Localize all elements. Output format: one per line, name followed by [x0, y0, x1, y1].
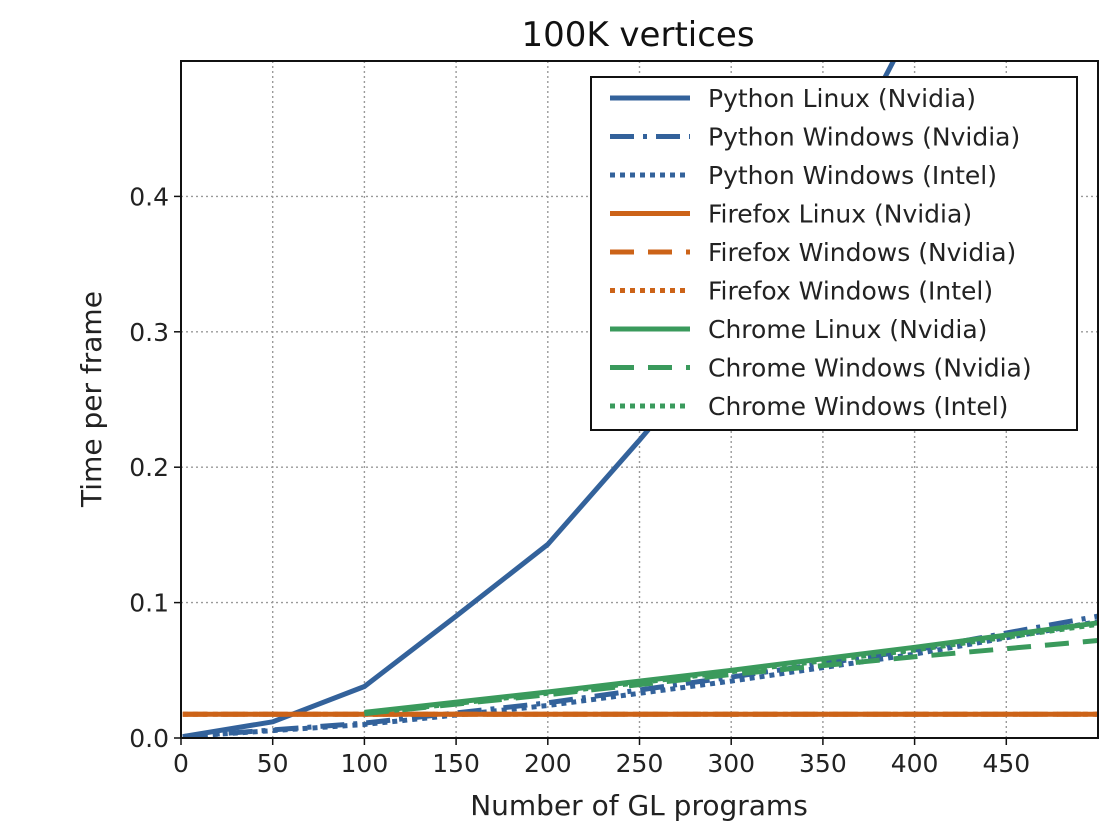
axis-ticks: 0 50 100 150 200 250 300 350 400 450 0.0 0.1 0.2 0.3 0… — [129, 182, 1030, 778]
y-tick-label: 0.2 — [129, 453, 169, 482]
legend-entry-label: Firefox Linux (Nvidia) — [708, 200, 972, 229]
legend-entry-label: Python Windows (Nvidia) — [708, 123, 1020, 152]
series-line — [364, 621, 1098, 717]
y-tick-label: 0.1 — [129, 589, 169, 618]
x-tick-label: 450 — [982, 749, 1030, 778]
legend-entry-label: Firefox Windows (Intel) — [708, 277, 993, 306]
series-line — [182, 619, 1098, 738]
legend-entry-label: Chrome Windows (Intel) — [708, 392, 1008, 421]
y-tick-label: 0.4 — [129, 182, 169, 211]
y-axis-label: Time per frame — [75, 291, 108, 508]
x-tick-label: 100 — [341, 749, 389, 778]
x-tick-label: 250 — [616, 749, 664, 778]
x-tick-label: 50 — [257, 749, 289, 778]
x-tick-label: 150 — [432, 749, 480, 778]
x-tick-label: 400 — [891, 749, 939, 778]
legend-entry-label: Python Linux (Nvidia) — [708, 84, 976, 113]
y-tick-label: 0.0 — [129, 724, 169, 753]
series-line — [182, 613, 1098, 738]
x-tick-label: 200 — [524, 749, 572, 778]
legend-entry-label: Chrome Windows (Nvidia) — [708, 354, 1032, 383]
legend-entry-label: Firefox Windows (Nvidia) — [708, 238, 1016, 267]
legend-entry-label: Python Windows (Intel) — [708, 161, 997, 190]
legend: Python Linux (Nvidia) Python Windows (Nvi… — [590, 76, 1078, 431]
chart-title: 100K vertices — [521, 15, 754, 55]
legend-entry-label: Chrome Linux (Nvidia) — [708, 315, 987, 344]
y-tick-label: 0.3 — [129, 318, 169, 347]
x-tick-label: 350 — [799, 749, 847, 778]
x-tick-label: 0 — [173, 749, 189, 778]
x-tick-label: 300 — [707, 749, 755, 778]
x-axis-label: Number of GL programs — [470, 789, 808, 822]
